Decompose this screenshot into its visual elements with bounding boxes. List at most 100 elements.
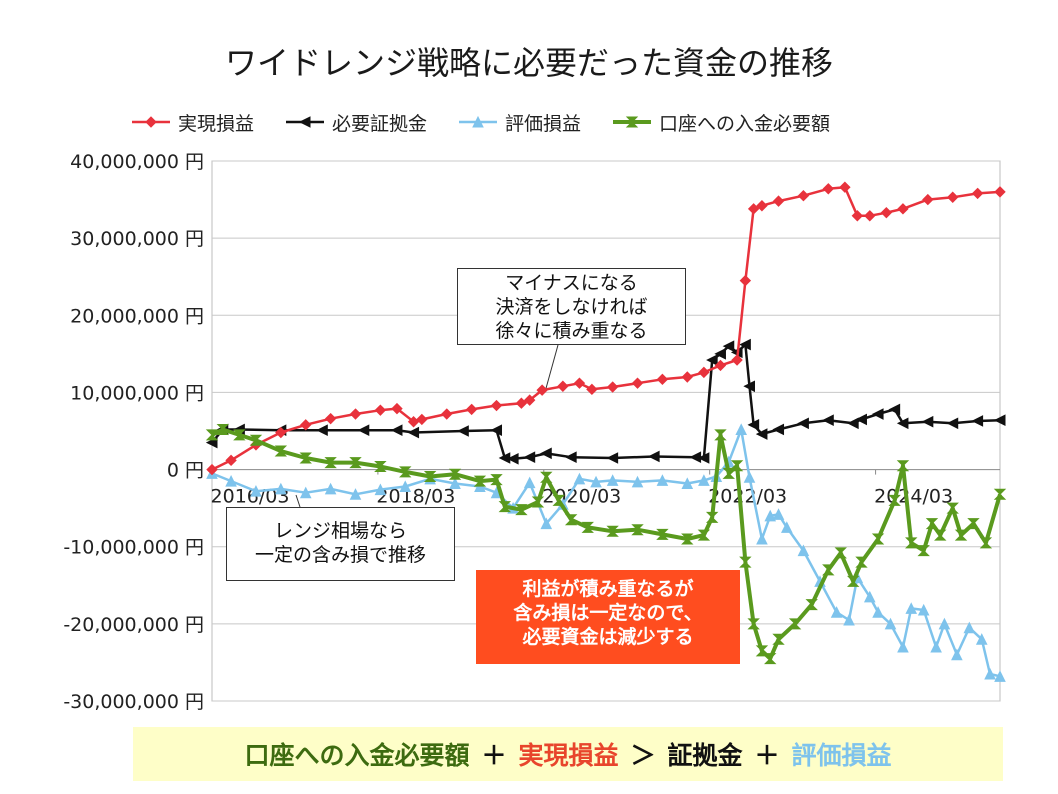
data-point	[743, 380, 755, 393]
callout-minus-accumulate: マイナスになる 決済をしなければ 徐々に積み重なる	[457, 268, 686, 345]
data-point	[747, 618, 760, 630]
data-point	[698, 366, 710, 379]
legend-swatch	[613, 116, 652, 128]
data-point	[250, 485, 262, 497]
data-point	[565, 451, 577, 464]
data-point	[781, 521, 793, 533]
data-point	[797, 417, 809, 430]
callout-leader	[544, 344, 559, 393]
data-point	[797, 190, 810, 202]
formula-plus: ＋	[481, 741, 507, 770]
y-tick-label: 40,000,000 円	[70, 151, 204, 173]
data-point	[552, 494, 565, 506]
y-tick-label: 10,000,000 円	[70, 382, 204, 404]
data-point	[946, 417, 959, 430]
data-point	[755, 645, 769, 657]
data-point	[391, 402, 403, 415]
data-point	[275, 482, 287, 495]
data-point	[416, 413, 428, 426]
data-point	[298, 116, 311, 128]
series-line	[211, 343, 1001, 461]
data-point	[206, 463, 218, 476]
data-point	[631, 475, 644, 488]
data-point	[531, 496, 545, 508]
formula-term-realized: 実現損益	[518, 741, 619, 770]
series-1	[205, 338, 1006, 465]
data-point	[573, 377, 586, 389]
data-point	[407, 426, 420, 439]
data-point	[739, 274, 752, 287]
data-point	[490, 424, 503, 437]
data-point	[399, 466, 412, 478]
data-point	[951, 648, 963, 661]
data-point	[606, 381, 619, 393]
formula-term-unrealized: 評価損益	[791, 741, 892, 770]
data-point	[274, 445, 288, 457]
data-point	[631, 524, 644, 536]
data-point	[448, 468, 462, 480]
data-point	[884, 617, 897, 630]
x-tick-label: 2018/03	[376, 486, 455, 508]
data-point	[930, 640, 942, 653]
data-point	[921, 415, 934, 428]
data-point	[647, 450, 660, 463]
data-point	[722, 340, 735, 352]
data-point	[917, 603, 930, 616]
data-point	[925, 518, 939, 530]
data-point	[706, 354, 718, 366]
data-point	[888, 403, 901, 416]
callout-line: 必要資金は減少する	[522, 625, 694, 648]
data-point	[975, 633, 988, 645]
data-point	[739, 556, 752, 568]
data-point	[374, 460, 387, 472]
data-point	[473, 475, 487, 487]
y-tick-label: -30,000,000 円	[63, 691, 204, 713]
data-point	[681, 371, 693, 383]
data-point	[735, 423, 748, 435]
data-point	[590, 475, 602, 488]
data-point	[855, 556, 868, 568]
data-point	[772, 508, 785, 520]
x-tick-label: 2022/03	[708, 486, 787, 508]
callout-line: 一定の含み損で推移	[254, 543, 426, 566]
data-point	[755, 428, 768, 440]
data-point	[225, 454, 237, 467]
data-point	[993, 414, 1006, 427]
data-point	[698, 474, 710, 486]
data-point	[756, 532, 768, 545]
legend-item: 実現損益	[130, 109, 254, 136]
legend-label: 口座への入金必要額	[659, 112, 831, 135]
data-point	[275, 426, 287, 439]
data-point	[490, 399, 503, 412]
data-point	[851, 210, 864, 222]
data-point	[822, 414, 834, 427]
callout-line: 含み損は一定なので、	[513, 601, 703, 624]
data-point	[515, 397, 528, 409]
data-point	[300, 419, 312, 431]
formula-plus: ＋	[754, 741, 780, 770]
data-point	[739, 338, 751, 351]
data-point	[423, 471, 437, 483]
data-point	[457, 425, 469, 437]
data-point	[316, 424, 328, 437]
data-point	[822, 183, 835, 195]
data-point	[731, 354, 743, 366]
data-point	[839, 181, 851, 193]
data-point	[299, 452, 312, 464]
data-point	[855, 413, 867, 426]
callout-line: 徐々に積み重なる	[495, 319, 648, 342]
data-point	[705, 511, 719, 523]
data-point	[349, 408, 362, 420]
formula-banner: 口座への入金必要額 ＋ 実現損益 ＞ 証拠金 ＋ 評価損益	[133, 727, 1003, 781]
data-point	[490, 474, 503, 486]
data-point	[357, 424, 370, 437]
data-point	[872, 606, 884, 618]
data-point	[216, 423, 229, 435]
data-point	[971, 187, 984, 200]
data-point	[714, 429, 727, 441]
data-point	[714, 359, 727, 372]
data-point	[349, 488, 362, 500]
data-point	[971, 415, 984, 427]
data-point	[523, 394, 536, 406]
data-point	[441, 408, 453, 420]
